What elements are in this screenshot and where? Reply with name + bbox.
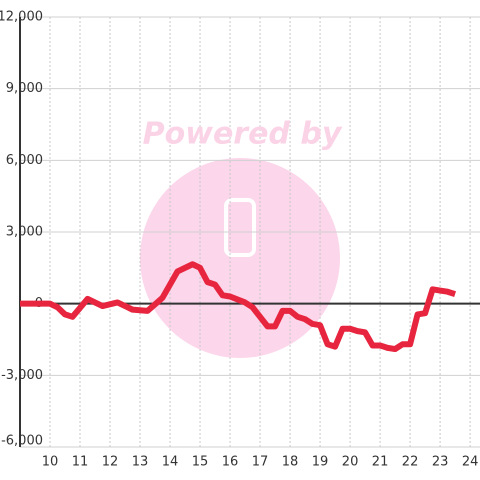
- x-tick-label: 11: [72, 455, 89, 470]
- watermark-text: Powered by: [143, 117, 343, 152]
- y-tick-label: -6,000: [1, 434, 43, 449]
- x-tick-label: 13: [132, 455, 149, 470]
- x-tick-label: 14: [162, 455, 179, 470]
- data-line: [20, 261, 457, 353]
- watermark-icon: [224, 198, 256, 257]
- x-tick-label: 18: [282, 455, 299, 470]
- y-tick-label: -3,000: [1, 368, 43, 383]
- x-tick-label: 22: [402, 455, 419, 470]
- x-tick-label: 15: [192, 455, 209, 470]
- x-tick-label: 17: [252, 455, 269, 470]
- y-tick-label: 12,000: [0, 10, 43, 25]
- x-tick-label: 12: [102, 455, 119, 470]
- y-tick-label: 6,000: [6, 153, 43, 168]
- x-tick-label: 10: [42, 455, 59, 470]
- x-tick-label: 16: [222, 455, 239, 470]
- x-tick-label: 24: [462, 455, 479, 470]
- x-tick-label: 23: [432, 455, 449, 470]
- y-tick-label: 9,000: [6, 81, 43, 96]
- x-tick-label: 21: [372, 455, 389, 470]
- x-tick-label: 20: [342, 455, 359, 470]
- y-tick-label: 3,000: [6, 225, 43, 240]
- x-tick-label: 19: [312, 455, 329, 470]
